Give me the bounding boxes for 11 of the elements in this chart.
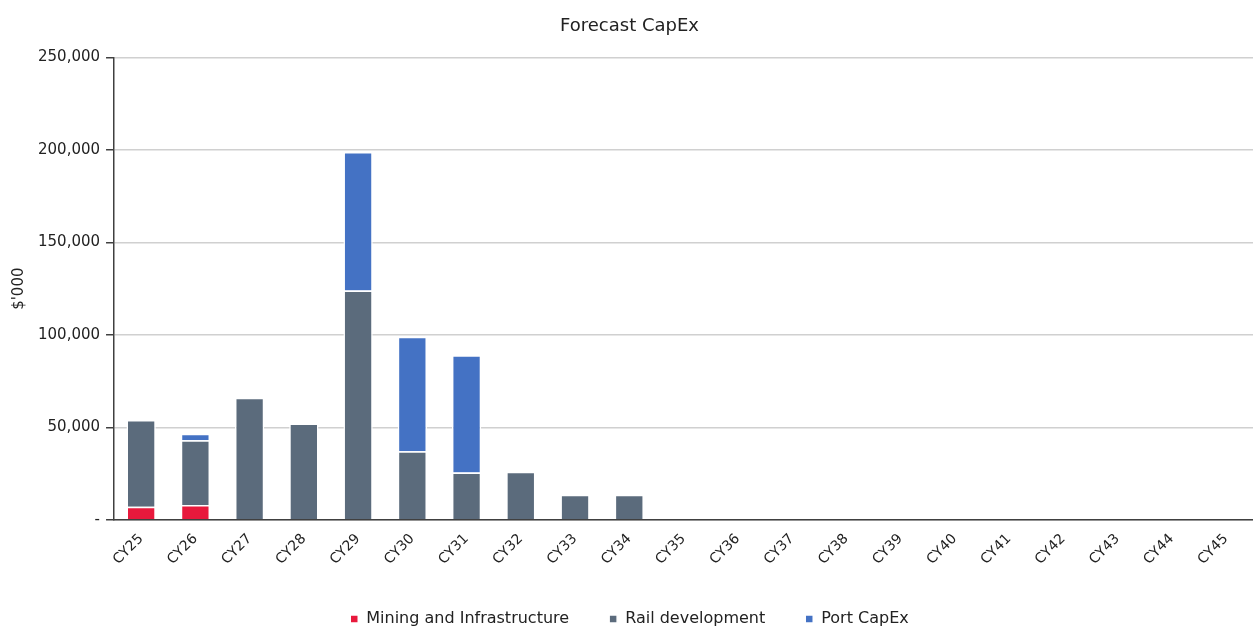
legend-label: Rail development bbox=[625, 608, 766, 628]
y-tick-label: 250,000 bbox=[38, 47, 101, 66]
legend-label: Port CapEx bbox=[821, 608, 909, 628]
chart-title: Forecast CapEx bbox=[560, 14, 700, 36]
legend-label: Mining and Infrastructure bbox=[366, 608, 570, 628]
y-tick-label: 200,000 bbox=[38, 139, 101, 158]
y-tick-label: 50,000 bbox=[47, 417, 101, 436]
y-tick-label: 100,000 bbox=[38, 324, 101, 343]
y-tick-label: - bbox=[94, 509, 101, 528]
y-tick-label: 150,000 bbox=[38, 232, 101, 251]
y-axis-title: $'000 bbox=[8, 267, 27, 310]
